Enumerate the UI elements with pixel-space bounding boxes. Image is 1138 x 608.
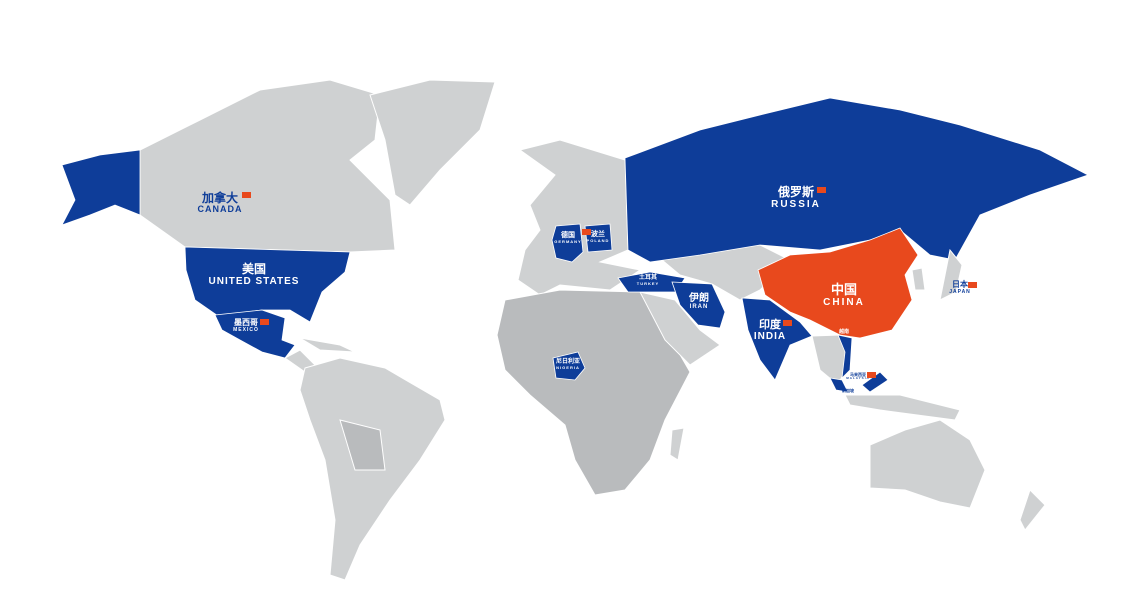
country-japan[interactable] bbox=[939, 248, 963, 301]
south-america-region bbox=[339, 419, 386, 471]
country-india[interactable] bbox=[741, 297, 813, 381]
label-usa: 美国 UNITED STATES bbox=[208, 262, 300, 288]
label-iran: 伊朗 IRAN bbox=[689, 293, 709, 311]
label-en: MALAYSIA bbox=[846, 376, 870, 381]
flag-icon bbox=[968, 282, 977, 288]
korea bbox=[911, 267, 926, 291]
label-zh: 印度 bbox=[758, 319, 781, 331]
label-en: NIGERIA bbox=[556, 364, 580, 370]
label-singapore: 新加坡 bbox=[842, 388, 854, 393]
label-en: GERMANY bbox=[554, 238, 582, 244]
flag-icon bbox=[242, 192, 251, 198]
label-zh: 加拿大 bbox=[201, 191, 238, 205]
label-en: CHINA bbox=[823, 297, 865, 309]
greenland bbox=[369, 79, 496, 206]
madagascar bbox=[669, 427, 685, 461]
flag-icon bbox=[783, 320, 792, 326]
country-russia[interactable] bbox=[624, 97, 1090, 263]
label-vietnam: 越南 bbox=[838, 329, 850, 336]
label-mexico: 墨西哥 MEXICO bbox=[233, 318, 259, 333]
label-zh: 土耳其 bbox=[638, 275, 658, 281]
label-china: 中国 CHINA bbox=[823, 282, 865, 309]
label-zh: 新加坡 bbox=[842, 388, 854, 393]
europe bbox=[517, 139, 642, 296]
country-vietnam[interactable] bbox=[837, 334, 853, 380]
label-zh: 波兰 bbox=[590, 231, 605, 238]
label-germany: 德国 GERMANY bbox=[554, 232, 581, 244]
central-asia bbox=[648, 244, 791, 301]
country-malaysia[interactable] bbox=[829, 377, 849, 393]
new-zealand bbox=[1019, 489, 1046, 531]
label-canada: 加拿大 CANADA bbox=[197, 191, 243, 215]
flag-icon bbox=[260, 319, 269, 325]
label-en: RUSSIA bbox=[771, 199, 821, 211]
label-zh: 越南 bbox=[838, 329, 850, 335]
label-en: UNITED STATES bbox=[208, 276, 300, 288]
label-turkey: 土耳其 TURKEY bbox=[637, 275, 659, 286]
country-canada[interactable] bbox=[139, 79, 396, 253]
flag-icon bbox=[867, 372, 876, 378]
label-en: TURKEY bbox=[636, 280, 660, 286]
label-india: 印度 INDIA bbox=[754, 319, 786, 342]
label-zh: 尼日利亚 bbox=[555, 359, 581, 365]
label-zh: 美国 bbox=[241, 262, 266, 276]
label-en: POLAND bbox=[586, 237, 610, 243]
label-russia: 俄罗斯 RUSSIA bbox=[771, 185, 821, 211]
label-zh: 墨西哥 bbox=[233, 318, 258, 327]
label-zh: 伊朗 bbox=[689, 293, 709, 304]
label-zh: 马来西亚 bbox=[850, 372, 866, 377]
country-nigeria[interactable] bbox=[552, 351, 586, 381]
label-zh: 俄罗斯 bbox=[777, 185, 815, 199]
caribbean bbox=[299, 337, 356, 353]
australia bbox=[869, 419, 986, 509]
country-mexico[interactable] bbox=[214, 309, 296, 359]
country-alaska[interactable] bbox=[61, 149, 141, 226]
country-china[interactable] bbox=[757, 227, 919, 339]
country-germany[interactable] bbox=[551, 223, 584, 263]
label-zh: 德国 bbox=[560, 232, 575, 239]
country-poland[interactable] bbox=[584, 223, 613, 253]
label-nigeria: 尼日利亚 NIGERIA bbox=[556, 359, 580, 370]
label-en: JAPAN bbox=[949, 288, 971, 295]
indonesia bbox=[844, 394, 961, 421]
middle-east bbox=[639, 291, 721, 366]
flag-icon bbox=[582, 229, 591, 235]
label-en: IRAN bbox=[689, 304, 709, 310]
label-en: MEXICO bbox=[233, 326, 259, 333]
label-zh: 日本 bbox=[951, 280, 968, 289]
flag-icon bbox=[817, 187, 826, 193]
country-usa[interactable] bbox=[184, 246, 351, 323]
label-zh: 中国 bbox=[830, 282, 858, 297]
label-en: INDIA bbox=[753, 331, 787, 343]
label-poland: 波兰 POLAND bbox=[587, 231, 610, 243]
label-japan: 日本 JAPAN bbox=[949, 280, 971, 295]
label-en: CANADA bbox=[197, 204, 243, 215]
label-malaysia: 马来西亚 MALAYSIA bbox=[846, 372, 870, 381]
